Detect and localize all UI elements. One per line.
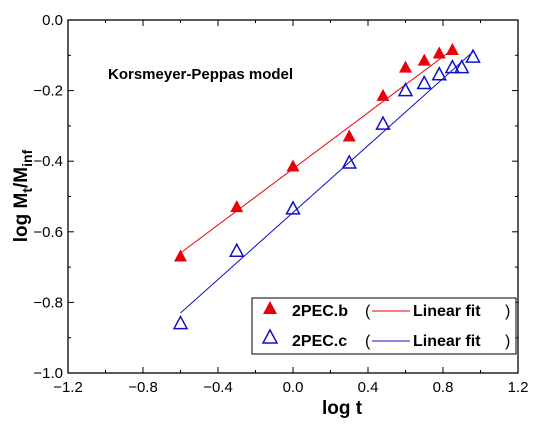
data-point-2PEC-c [285, 200, 301, 215]
x-tick-label: −0.8 [128, 379, 158, 396]
data-point-2PEC-b [286, 159, 300, 172]
y-tick-label: −1.0 [33, 365, 63, 382]
x-tick-label: 1.2 [508, 379, 529, 396]
legend-label-2PEC-c: 2PEC.c [292, 333, 347, 350]
data-point-2PEC-c [416, 74, 433, 90]
data-point-2PEC-c [465, 48, 481, 63]
legend-close-paren-2PEC-c: ) [505, 333, 510, 350]
legend: 2PEC.b ( Linear fit ) 2PEC.c ( Linear fi… [251, 297, 517, 355]
legend-paren-2PEC-c: ( [365, 333, 371, 350]
fit-line-2PEC-c [180, 51, 474, 314]
x-tick-label: 0.4 [358, 379, 379, 396]
data-point-2PEC-b [432, 46, 446, 59]
data-point-2PEC-c [375, 115, 391, 130]
x-axis-label: log t [322, 398, 363, 419]
legend-fit-label-2PEC-b: Linear fit [413, 303, 481, 320]
legend-box [251, 297, 517, 355]
y-tick-label: −0.4 [33, 153, 63, 170]
legend-marker-2PEC-c [261, 328, 279, 344]
y-axis-label: log Mt/Minf [11, 149, 35, 242]
data-point-2PEC-c [397, 82, 414, 97]
data-point-2PEC-c [341, 154, 358, 169]
y-tick-label: 0.0 [42, 12, 63, 29]
data-point-2PEC-c [444, 59, 461, 74]
data-point-2PEC-b [174, 249, 187, 262]
data-point-2PEC-b [399, 60, 412, 73]
data-point-2PEC-b [445, 43, 459, 56]
data-point-2PEC-c [431, 66, 448, 81]
data-point-2PEC-b [342, 129, 356, 142]
legend-marker-2PEC-b [263, 301, 277, 314]
chart-annotation: Korsmeyer-Peppas model [108, 66, 293, 83]
legend-paren-2PEC-b: ( [365, 303, 371, 320]
data-point-2PEC-b [376, 88, 390, 101]
y-tick-label: −0.8 [33, 294, 63, 311]
data-point-2PEC-c [228, 242, 245, 257]
legend-close-paren-2PEC-b: ) [505, 303, 510, 320]
x-tick-label: 0.8 [433, 379, 454, 396]
data-point-2PEC-c [172, 315, 189, 330]
data-point-2PEC-b [230, 200, 244, 213]
legend-fit-label-2PEC-c: Linear fit [413, 333, 481, 350]
y-tick-label: −0.6 [33, 224, 63, 241]
x-tick-label: −0.4 [203, 379, 233, 396]
x-tick-label: −1.2 [53, 379, 83, 396]
data-point-2PEC-b [417, 53, 431, 66]
y-tick-label: −0.2 [33, 83, 63, 100]
data-point-2PEC-c [453, 59, 470, 74]
fit-line-2PEC-b [180, 47, 455, 254]
x-tick-label: 0.0 [283, 379, 304, 396]
legend-label-2PEC-b: 2PEC.b [292, 303, 348, 320]
